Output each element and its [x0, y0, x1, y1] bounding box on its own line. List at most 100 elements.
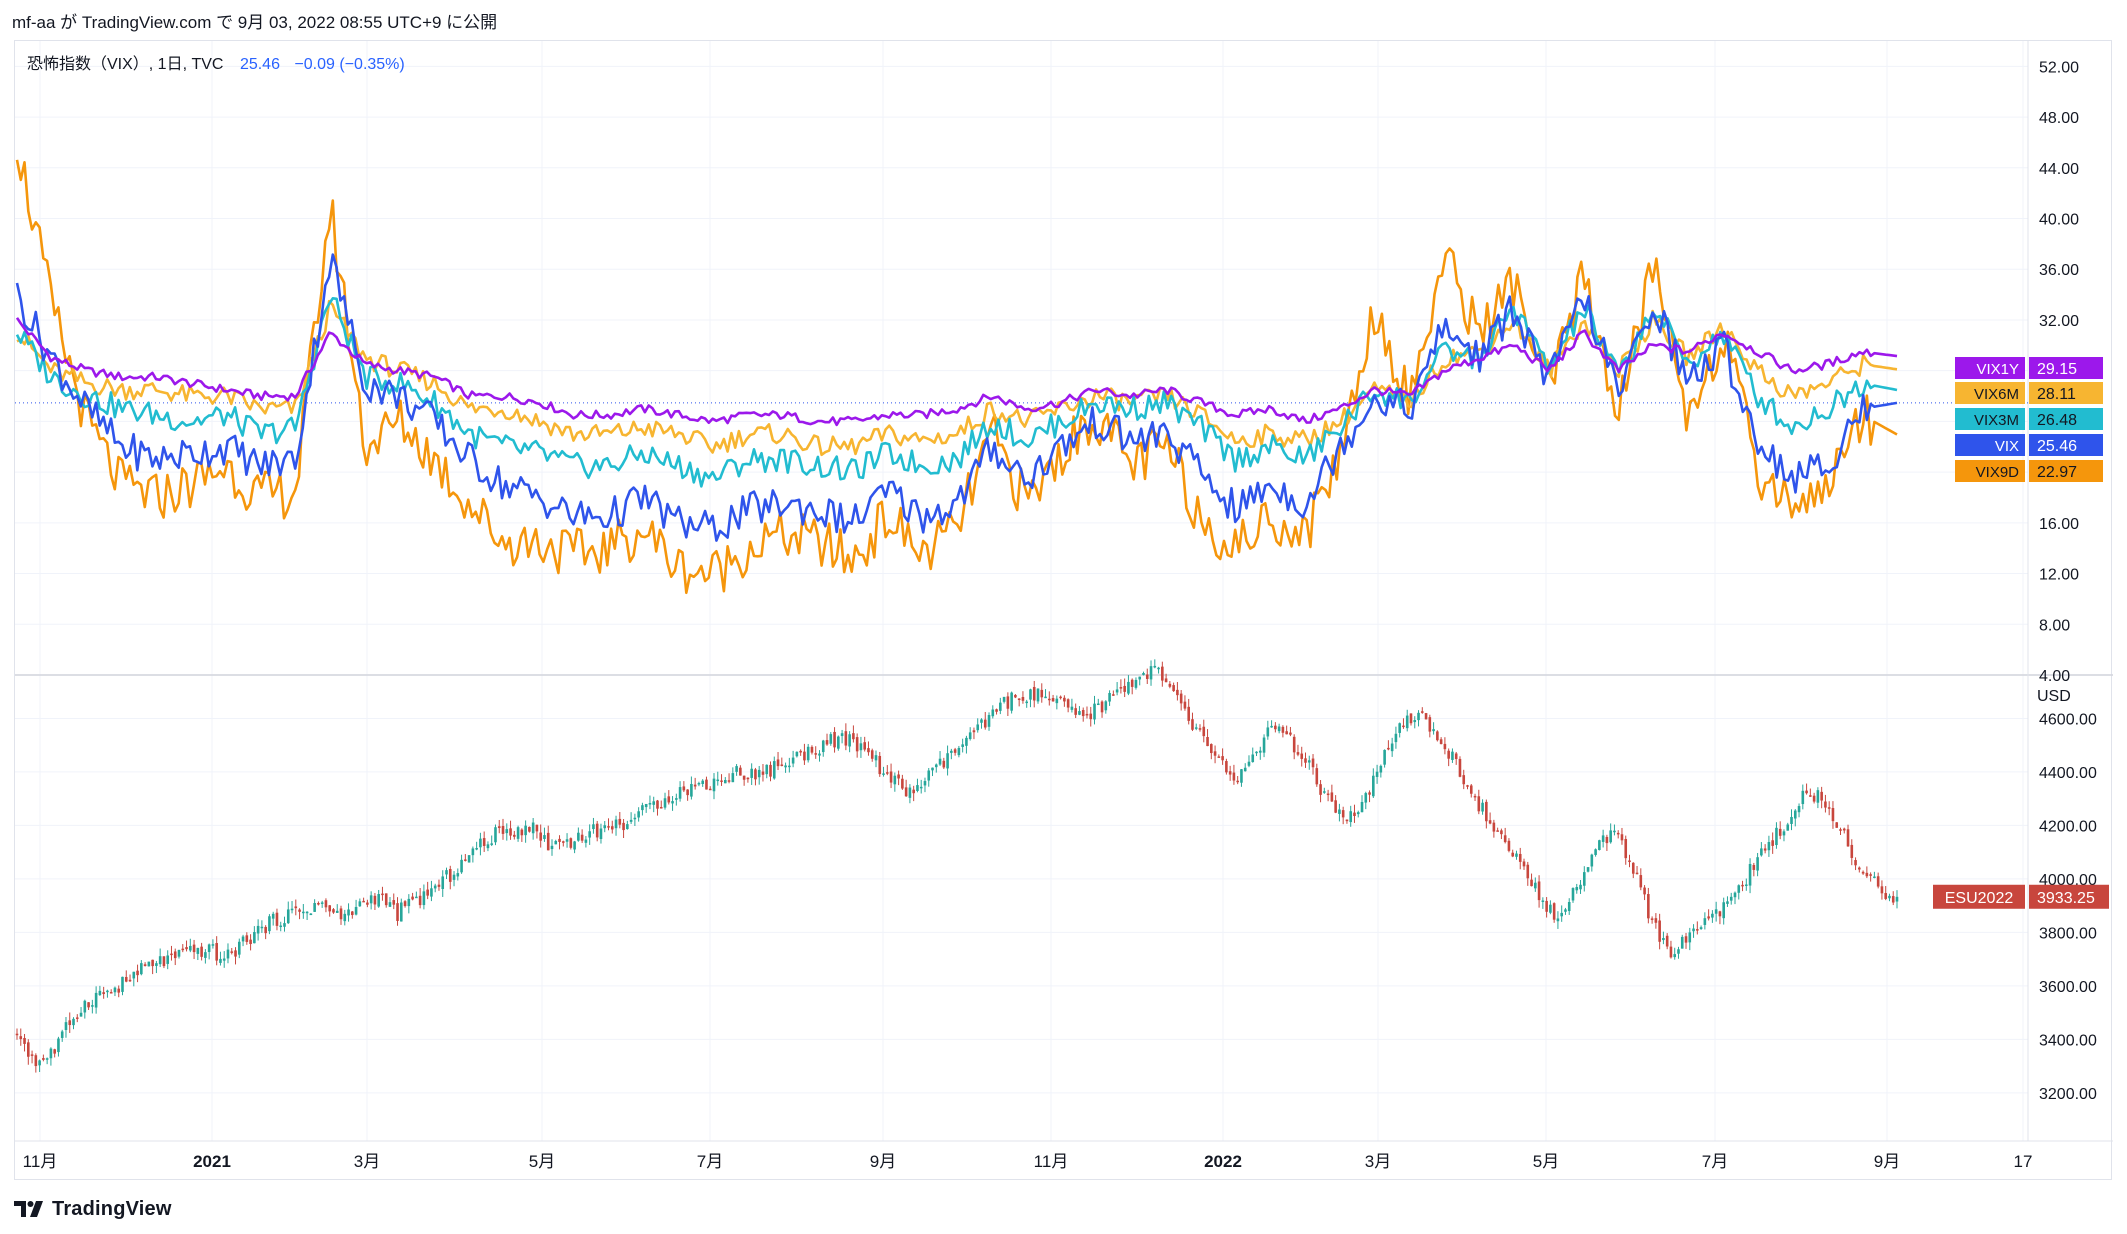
candle-body[interactable]: [1424, 713, 1428, 720]
candle-body[interactable]: [1274, 725, 1277, 730]
candle-body[interactable]: [1390, 743, 1394, 752]
candle-body[interactable]: [23, 1037, 26, 1044]
candle-body[interactable]: [479, 838, 482, 848]
candle-body[interactable]: [927, 770, 931, 781]
candle-body[interactable]: [735, 766, 738, 772]
candle-body[interactable]: [490, 843, 494, 845]
candle-body[interactable]: [358, 901, 362, 907]
candle-body[interactable]: [1014, 694, 1017, 698]
candle-body[interactable]: [1763, 848, 1767, 851]
candle-body[interactable]: [275, 912, 279, 926]
candle-body[interactable]: [27, 1042, 30, 1057]
candle-body[interactable]: [901, 778, 904, 789]
candle-body[interactable]: [648, 803, 652, 805]
candle-body[interactable]: [1567, 902, 1571, 912]
candle-body[interactable]: [1522, 861, 1526, 867]
candle-body[interactable]: [124, 976, 128, 982]
candle-body[interactable]: [1360, 801, 1364, 813]
candle-body[interactable]: [1526, 864, 1530, 879]
candle-body[interactable]: [513, 834, 516, 837]
candle-body[interactable]: [690, 783, 693, 797]
candle-body[interactable]: [143, 964, 147, 966]
candle-body[interactable]: [1586, 867, 1590, 872]
candle-body[interactable]: [1515, 853, 1518, 857]
candle-body[interactable]: [1688, 932, 1692, 943]
candle-body[interactable]: [430, 888, 433, 897]
candle-body[interactable]: [614, 819, 618, 829]
candle-body[interactable]: [1816, 790, 1820, 803]
candle-body[interactable]: [659, 806, 663, 809]
candle-body[interactable]: [1812, 795, 1816, 802]
candle-body[interactable]: [1760, 848, 1763, 856]
candle-body[interactable]: [1285, 731, 1288, 735]
candle-body[interactable]: [302, 911, 305, 914]
candle-body[interactable]: [1428, 717, 1432, 732]
candle-body[interactable]: [162, 956, 166, 967]
candle-body[interactable]: [818, 753, 821, 756]
candle-body[interactable]: [19, 1036, 23, 1040]
candle-body[interactable]: [516, 827, 520, 839]
candle-body[interactable]: [1556, 918, 1560, 922]
candle-body[interactable]: [577, 832, 580, 841]
candle-body[interactable]: [1100, 701, 1104, 713]
candle-body[interactable]: [1590, 854, 1594, 867]
candle-body[interactable]: [1628, 860, 1631, 863]
candle-body[interactable]: [1315, 768, 1319, 785]
candle-body[interactable]: [987, 715, 991, 727]
candle-body[interactable]: [897, 774, 900, 779]
candle-body[interactable]: [870, 750, 874, 759]
candle-body[interactable]: [1729, 896, 1733, 901]
candle-body[interactable]: [373, 895, 377, 905]
candle-body[interactable]: [1221, 756, 1224, 761]
candle-body[interactable]: [1801, 790, 1805, 805]
candle-body[interactable]: [384, 893, 388, 906]
candle-body[interactable]: [1564, 909, 1567, 912]
candle-body[interactable]: [415, 896, 418, 899]
candle-body[interactable]: [1726, 901, 1729, 904]
legend-symbol[interactable]: 恐怖指数（VIX）, 1日, TVC: [27, 55, 223, 73]
candle-body[interactable]: [878, 755, 882, 775]
candle-body[interactable]: [1040, 689, 1044, 698]
candle-body[interactable]: [452, 874, 456, 880]
candle-body[interactable]: [1624, 838, 1628, 859]
candle-body[interactable]: [249, 939, 252, 945]
candle-body[interactable]: [166, 955, 170, 964]
candle-body[interactable]: [1443, 743, 1447, 750]
candle-body[interactable]: [663, 798, 667, 808]
candle-body[interactable]: [1647, 894, 1650, 919]
candle-body[interactable]: [539, 832, 542, 841]
candle-body[interactable]: [1266, 727, 1270, 737]
candle-body[interactable]: [1063, 697, 1066, 702]
candle-body[interactable]: [716, 779, 720, 782]
candle-body[interactable]: [848, 734, 851, 747]
candle-body[interactable]: [788, 765, 791, 768]
candle-body[interactable]: [1232, 772, 1236, 781]
candle-body[interactable]: [1534, 882, 1537, 889]
candle-body[interactable]: [558, 838, 561, 842]
candle-body[interactable]: [94, 992, 98, 1008]
candle-body[interactable]: [1164, 678, 1168, 683]
candle-body[interactable]: [1658, 920, 1661, 942]
candle-body[interactable]: [712, 778, 716, 792]
candle-body[interactable]: [34, 1055, 38, 1067]
candle-body[interactable]: [1598, 840, 1601, 851]
candle-body[interactable]: [1454, 753, 1458, 760]
candle-body[interactable]: [422, 891, 426, 906]
candle-body[interactable]: [283, 923, 286, 927]
candle-body[interactable]: [189, 945, 192, 951]
candle-body[interactable]: [1684, 936, 1688, 943]
candle-body[interactable]: [158, 956, 162, 965]
candle-body[interactable]: [1797, 806, 1801, 813]
candle-body[interactable]: [1036, 688, 1040, 702]
candle-body[interactable]: [369, 895, 373, 904]
candle-body[interactable]: [1353, 812, 1356, 817]
candle-body[interactable]: [1635, 872, 1639, 875]
candle-body[interactable]: [185, 947, 188, 950]
candle-body[interactable]: [1462, 775, 1466, 785]
candle-body[interactable]: [1831, 808, 1835, 822]
candle-body[interactable]: [467, 855, 471, 863]
candle-body[interactable]: [957, 747, 961, 756]
candle-body[interactable]: [1225, 761, 1228, 773]
candle-body[interactable]: [524, 825, 527, 836]
candle-body[interactable]: [1861, 871, 1865, 874]
